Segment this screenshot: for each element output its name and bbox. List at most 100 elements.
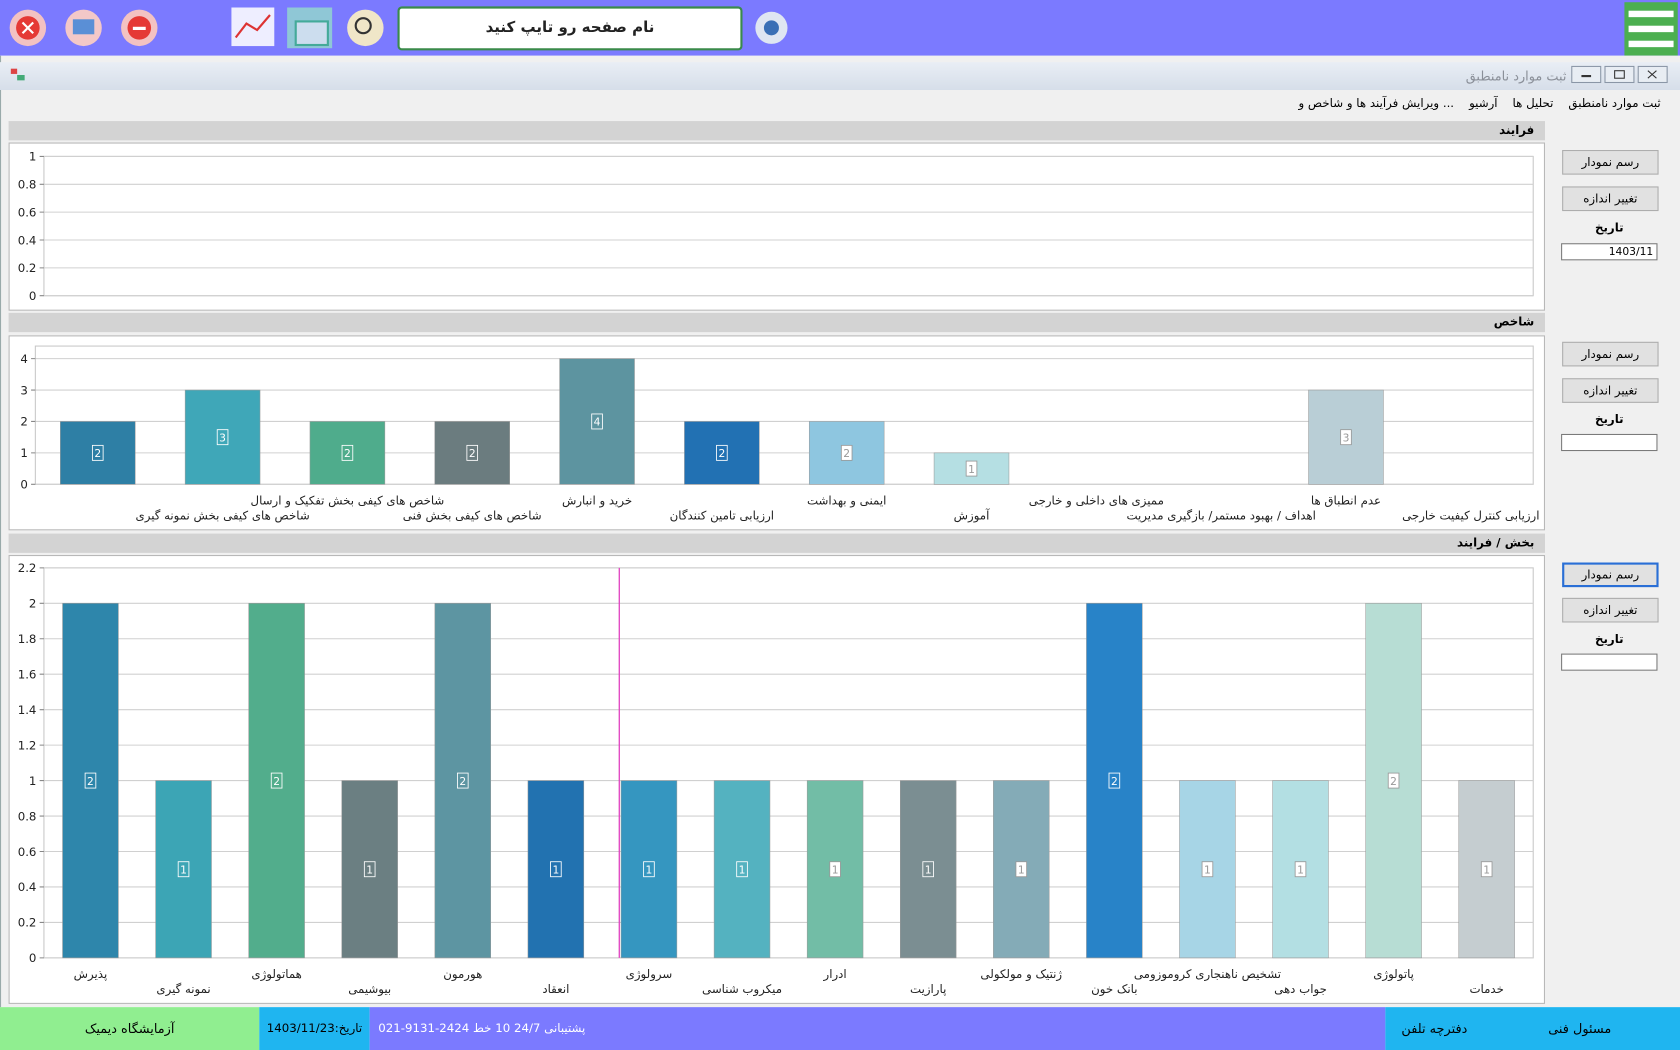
- menu-icon[interactable]: [1624, 2, 1678, 56]
- value-label-box: [1201, 861, 1214, 878]
- technical-link[interactable]: مسئول فنی: [1548, 1021, 1612, 1037]
- panel-title: بخش / فرایند: [1457, 535, 1535, 550]
- value-label: 1: [1204, 864, 1211, 877]
- status-date: تاریخ:1403/11/23: [259, 1007, 370, 1050]
- value-label-box: [1480, 861, 1493, 878]
- value-label-box: [965, 460, 978, 477]
- draw-button[interactable]: رسم نمودار: [1562, 150, 1659, 175]
- window-buttons: [1571, 65, 1668, 84]
- value-label-box: [466, 444, 479, 461]
- date-input[interactable]: [1561, 433, 1658, 452]
- y-tick-label: 0.8: [18, 178, 37, 192]
- y-tick-label: 1.8: [18, 632, 37, 646]
- resize-button[interactable]: تغییر اندازه: [1562, 378, 1659, 403]
- x-tick-label: تشخیص ناهنجاری کروموزومی: [1134, 967, 1281, 982]
- menu-item[interactable]: ... ویرایش فرآیند ها و شاخص و: [1298, 96, 1455, 111]
- x-tick-label: هورمون: [443, 967, 482, 982]
- value-label: 1: [1297, 864, 1304, 877]
- date-input[interactable]: 1403/11: [1561, 243, 1658, 261]
- y-tick-label: 0.6: [18, 205, 37, 219]
- x-tick-label: جواب دهی: [1274, 982, 1327, 997]
- value-label-box: [84, 772, 97, 789]
- value-label: 2: [273, 775, 280, 788]
- panel-title: فرایند: [1499, 123, 1535, 138]
- value-label: 1: [925, 864, 932, 877]
- value-label: 1: [366, 864, 373, 877]
- y-tick-label: 0.4: [18, 880, 37, 894]
- date-label: تاریخ: [1595, 412, 1624, 427]
- bar: [60, 421, 136, 485]
- x-tick-label: پارازیت: [910, 982, 946, 997]
- value-label: 1: [1018, 864, 1025, 877]
- y-tick-label: 2: [20, 415, 28, 429]
- y-tick-label: 0.4: [18, 233, 37, 247]
- bar: [620, 780, 678, 959]
- value-label: 2: [459, 775, 466, 788]
- status-support: پشتیبانی 24/7 10 خط 2424-9131-021: [369, 1007, 1386, 1050]
- chart: 0 0.2 0.4 0.6 0.8 1: [18, 150, 1534, 303]
- y-tick-label: 4: [20, 352, 28, 366]
- window-icon: [10, 68, 25, 81]
- x-tick-label: ارزیابی کنترل کیفیت خارجی: [1402, 509, 1539, 524]
- panel-header: بخش / فرایند: [8, 533, 1546, 553]
- bar: [559, 358, 635, 485]
- bar: [684, 421, 760, 485]
- x-tick-label: ممیزی های داخلی و خارجی: [1029, 494, 1164, 509]
- bar: [155, 780, 212, 959]
- draw-button[interactable]: رسم نمودار: [1562, 562, 1659, 588]
- panel-header: فرایند: [8, 121, 1546, 141]
- bar: [434, 603, 491, 959]
- x-tick-label: هماتولوژی: [251, 967, 302, 982]
- menu-item[interactable]: آرشیو: [1469, 96, 1498, 111]
- bar: [527, 780, 585, 959]
- bar: [248, 603, 305, 959]
- chart: 0 1 2 3 4 2 شاخص های کیفی بخش نمونه گیری 3 شاخص …: [20, 345, 1539, 524]
- bar: [900, 780, 957, 959]
- draw-button[interactable]: رسم نمودار: [1562, 341, 1659, 367]
- x-tick-label: آموزش: [954, 509, 990, 524]
- resize-button[interactable]: تغییر اندازه: [1562, 186, 1659, 212]
- x-tick-label: شاخص های کیفی بخش تفکیک و ارسال: [251, 494, 445, 509]
- search-icon[interactable]: [347, 9, 384, 47]
- x-tick-label: ژنتیک و مولکولی: [980, 967, 1062, 982]
- value-label-box: [591, 413, 603, 430]
- y-tick-label: 1.2: [18, 738, 37, 752]
- value-label-box: [177, 861, 190, 878]
- bar: [1086, 603, 1143, 959]
- resize-button[interactable]: تغییر اندازه: [1562, 597, 1659, 623]
- x-tick-label: بیوشیمی: [348, 982, 391, 997]
- date-input[interactable]: [1561, 653, 1658, 671]
- plot-area: [43, 155, 1534, 297]
- phonebook-link[interactable]: دفترچه تلفن: [1401, 1021, 1468, 1037]
- value-label-box: [1294, 861, 1307, 878]
- value-label: 1: [646, 864, 653, 877]
- plot-area: [34, 345, 1534, 485]
- y-tick-label: 1.6: [18, 668, 37, 682]
- x-tick-label: اهداف / بهبود مستمر/ بازگیری مدیریت: [1126, 509, 1315, 524]
- value-label-box: [643, 861, 655, 878]
- value-label: 2: [344, 447, 351, 460]
- y-tick-label: 3: [20, 383, 28, 397]
- y-tick-label: 0.8: [18, 809, 37, 823]
- x-tick-label: نمونه گیری: [156, 982, 210, 997]
- value-label-box: [1108, 772, 1121, 789]
- panel-title: شاخص: [1493, 315, 1535, 329]
- menu-item[interactable]: تحلیل ها: [1512, 96, 1554, 111]
- value-label-box: [363, 861, 376, 878]
- top-toolbar: [0, 0, 1680, 56]
- minimize-button[interactable]: [1571, 65, 1602, 84]
- y-tick-label: 0.6: [18, 845, 37, 859]
- value-label-box: [922, 861, 934, 878]
- value-label-box: [829, 861, 841, 878]
- menu-item[interactable]: ثبت موارد نامنطبق: [1568, 96, 1661, 111]
- title-bar: [0, 62, 1680, 91]
- value-label: 2: [718, 447, 725, 460]
- maximize-button[interactable]: [1604, 65, 1635, 84]
- x-tick-label: خدمات: [1469, 982, 1503, 996]
- value-label-box: [1387, 772, 1400, 789]
- chart: 0 0.2 0.4 0.6 0.8 1 1.2 1.4 1.6 1.8 2 2.2 پذیرش 2 نمون…: [18, 561, 1534, 997]
- value-label-box: [550, 861, 562, 878]
- y-tick-label: 1: [29, 150, 36, 164]
- search-box[interactable]: نام صفحه رو تایپ کنید: [397, 6, 743, 51]
